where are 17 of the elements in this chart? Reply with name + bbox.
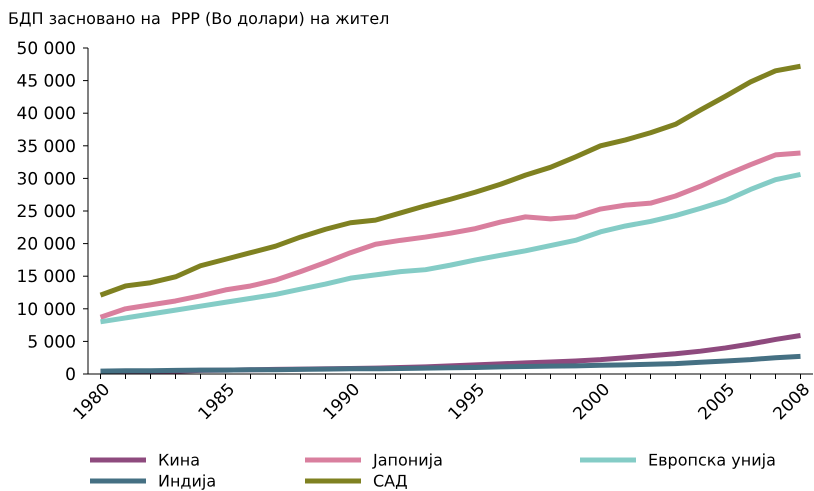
y-tick-label: 45 000 bbox=[16, 72, 76, 92]
y-tick-label: 0 bbox=[65, 364, 76, 385]
legend-label: Европска унија bbox=[648, 450, 776, 470]
legend-label: Индија bbox=[158, 472, 216, 491]
legend-label: САД bbox=[373, 472, 408, 491]
y-tick-label: 10 000 bbox=[16, 300, 76, 320]
chart-title: БДП засновано на РРР (Во долари) на жител bbox=[8, 9, 390, 28]
y-tick-label: 5 000 bbox=[27, 332, 76, 352]
y-tick-label: 15 000 bbox=[16, 267, 76, 288]
y-tick-label: 25 000 bbox=[16, 202, 76, 222]
y-tick-label: 50 000 bbox=[16, 38, 76, 59]
y-tick-label: 30 000 bbox=[16, 169, 76, 190]
y-tick-label: 35 000 bbox=[16, 136, 76, 157]
legend-label: Кина bbox=[158, 450, 200, 470]
y-tick-label: 40 000 bbox=[16, 104, 76, 124]
y-tick-label: 20 000 bbox=[16, 234, 76, 255]
legend-label: Јапонија bbox=[372, 450, 443, 470]
